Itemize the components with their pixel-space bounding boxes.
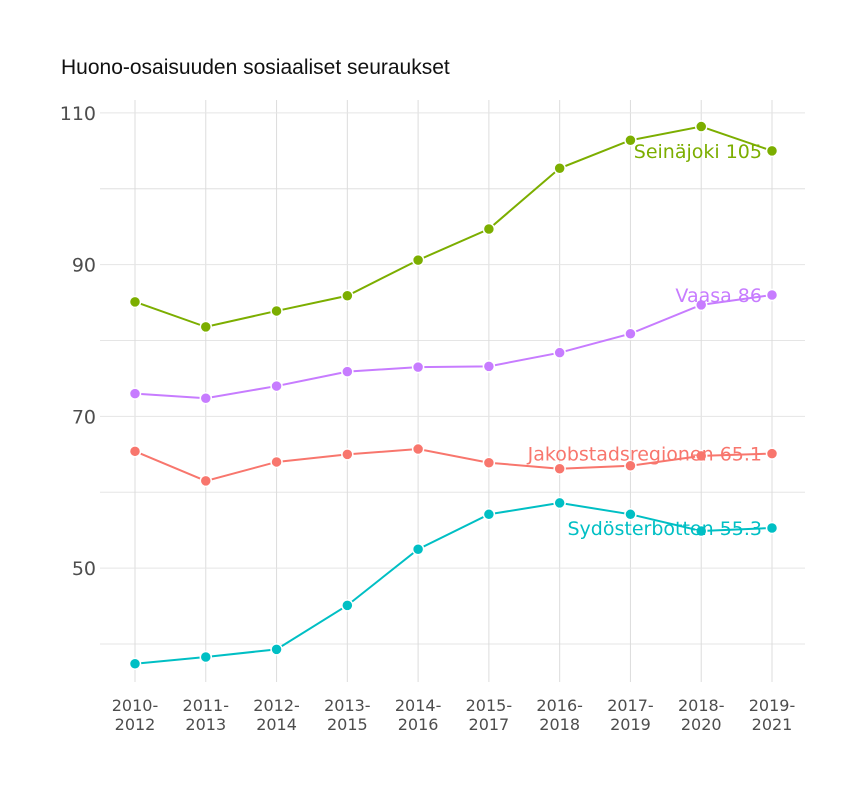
x-tick-label: 2019-2021 [749, 696, 796, 734]
data-point [270, 304, 283, 318]
x-tick-label: 2013-2015 [324, 696, 371, 734]
data-point [128, 657, 142, 671]
series-end-label: Seinäjoki 105 [634, 141, 762, 163]
data-point [694, 120, 708, 133]
y-tick-label: 70 [72, 406, 96, 428]
data-point [624, 459, 637, 472]
data-point [341, 365, 354, 378]
data-point [411, 542, 425, 556]
data-point [411, 360, 425, 374]
x-tick-label: 2010-2012 [112, 696, 159, 734]
data-point [128, 445, 142, 458]
data-point [411, 253, 425, 267]
data-point [553, 462, 566, 476]
series-end-label: Sydösterbotten 55.3 [568, 518, 763, 540]
x-tick-label: 2015-2017 [466, 696, 513, 734]
series-end-label: Jakobstadsregionen 65.1 [527, 444, 762, 466]
data-point [270, 643, 283, 656]
data-point [624, 327, 637, 340]
data-point [553, 496, 566, 510]
data-point [128, 387, 142, 400]
x-tick-label: 2014-2016 [395, 696, 442, 734]
x-tick-label: 2018-2020 [678, 696, 725, 734]
data-point [411, 442, 425, 456]
data-point [765, 447, 779, 460]
data-point [765, 144, 779, 158]
data-point [199, 474, 213, 488]
data-point [553, 162, 566, 175]
series-end-label: Vaasa 86 [675, 285, 762, 307]
data-point [341, 448, 354, 461]
data-point [199, 650, 213, 664]
data-point [482, 508, 496, 521]
data-point [270, 379, 283, 393]
x-tick-label: 2012-2014 [253, 696, 300, 734]
data-point [624, 508, 637, 521]
data-point [624, 133, 637, 147]
data-point [270, 455, 283, 469]
y-tick-label: 50 [72, 558, 96, 580]
data-point [128, 295, 142, 309]
data-point [199, 391, 213, 405]
series-line [134, 501, 773, 665]
data-point [694, 449, 708, 463]
series-line [134, 294, 773, 400]
data-point [341, 289, 354, 303]
y-tick-label: 90 [72, 255, 96, 277]
y-tick-label: 110 [60, 103, 96, 125]
data-point [765, 521, 779, 535]
data-point [694, 524, 708, 538]
data-point [199, 320, 213, 334]
chart-title: Huono-osaisuuden sosiaaliset seuraukset [61, 56, 450, 79]
data-point [482, 456, 496, 469]
data-point [553, 346, 566, 359]
data-point [694, 298, 708, 312]
data-point [341, 599, 354, 612]
series-line [134, 448, 773, 482]
series-line [134, 125, 773, 328]
data-point [482, 222, 496, 236]
x-tick-label: 2017-2019 [607, 696, 654, 734]
x-tick-label: 2016-2018 [536, 696, 583, 734]
data-point [482, 360, 496, 373]
x-tick-label: 2011-2013 [183, 696, 230, 734]
data-point [765, 288, 779, 302]
